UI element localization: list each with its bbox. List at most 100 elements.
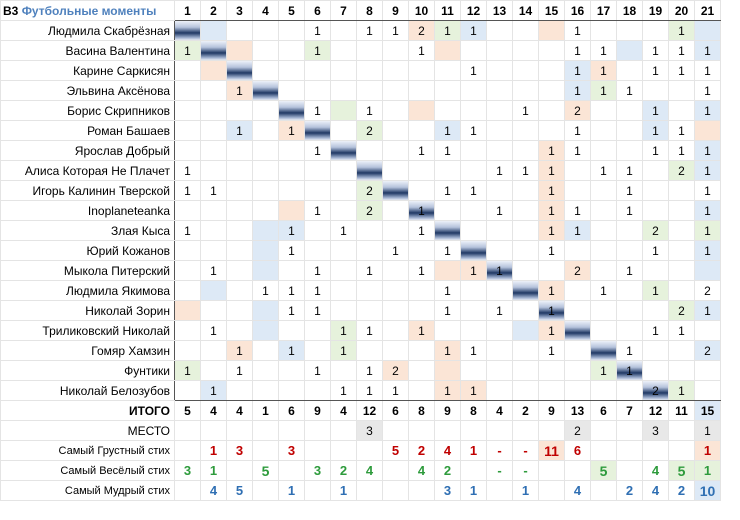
vote-cell — [330, 200, 357, 221]
vote-cell — [616, 140, 643, 161]
vote-cell — [564, 300, 591, 321]
participant-row: Гомяр Хамзин 1 1 1 1 1 1 1 2 — [0, 340, 721, 361]
column-header: 21 — [694, 0, 721, 21]
vote-cell: 1 — [356, 360, 383, 381]
vote-cell: 1 — [226, 360, 253, 381]
vote-cell — [642, 180, 669, 201]
vote-cell — [512, 180, 539, 201]
vote-cell — [668, 200, 695, 221]
happy-cell: 5 — [590, 460, 617, 481]
vote-cell: 1 — [642, 320, 669, 341]
vote-cell: 1 — [642, 40, 669, 61]
happy-cell: 4 — [408, 460, 435, 481]
vote-cell — [330, 140, 357, 161]
vote-cell: 1 — [694, 160, 721, 181]
vote-cell — [668, 280, 695, 301]
vote-cell: 1 — [278, 240, 305, 261]
vote-cell — [330, 20, 357, 41]
vote-cell — [512, 20, 539, 41]
vote-cell — [408, 60, 435, 81]
vote-cell — [616, 380, 643, 401]
vote-cell — [616, 320, 643, 341]
vote-cell — [434, 60, 461, 81]
vote-cell — [278, 320, 305, 341]
wise-cell: 4 — [200, 480, 227, 501]
participant-row: Фунтики 1 1 1 1 2 1 1 — [0, 360, 721, 381]
vote-cell — [278, 80, 305, 101]
sad-cell: 1 — [200, 440, 227, 461]
vote-cell: 1 — [226, 80, 253, 101]
place-cell: 1 — [694, 420, 721, 441]
vote-cell: 1 — [616, 200, 643, 221]
happy-row: Самый Весёлый стих 3 1 5 3 2 4 4 2- -5 4 5 1 — [0, 460, 721, 481]
vote-cell: 1 — [330, 220, 357, 241]
vote-cell — [356, 340, 383, 361]
vote-cell: 2 — [642, 380, 669, 401]
vote-cell: 1 — [278, 340, 305, 361]
vote-cell: 1 — [304, 100, 331, 121]
vote-cell: 1 — [694, 300, 721, 321]
vote-cell — [330, 100, 357, 121]
vote-cell — [252, 340, 279, 361]
vote-cell — [226, 20, 253, 41]
vote-cell: 1 — [668, 380, 695, 401]
vote-cell: 1 — [174, 220, 201, 241]
vote-cell: 1 — [304, 360, 331, 381]
place-cell — [330, 420, 357, 441]
vote-cell — [304, 120, 331, 141]
sad-cell: 3 — [226, 440, 253, 461]
vote-cell: 2 — [356, 180, 383, 201]
vote-cell — [486, 40, 513, 61]
vote-cell — [330, 360, 357, 381]
place-cell — [226, 420, 253, 441]
vote-cell — [616, 240, 643, 261]
participant-name: Николай Белозубов — [0, 380, 175, 401]
place-cell — [512, 420, 539, 441]
place-cell: 3 — [642, 420, 669, 441]
vote-cell: 1 — [694, 80, 721, 101]
vote-cell — [538, 100, 565, 121]
vote-cell — [564, 160, 591, 181]
participant-name: Алиса Которая Не Плачет — [0, 160, 175, 181]
vote-cell — [200, 40, 227, 61]
participant-name: Ярослав Добрый — [0, 140, 175, 161]
place-label: МЕСТО — [0, 420, 175, 441]
vote-cell — [278, 140, 305, 161]
vote-cell — [538, 380, 565, 401]
wise-cell: 4 — [564, 480, 591, 501]
vote-cell — [694, 360, 721, 381]
vote-cell: 1 — [564, 220, 591, 241]
vote-cell — [642, 20, 669, 41]
happy-cell: 4 — [356, 460, 383, 481]
vote-cell: 1 — [304, 140, 331, 161]
vote-cell — [408, 300, 435, 321]
column-header: 7 — [330, 0, 357, 21]
vote-cell: 1 — [200, 260, 227, 281]
vote-cell — [226, 180, 253, 201]
participant-row: Николай Белозубов 1 1 1 1 1 1 2 1 — [0, 380, 721, 401]
participant-name: Мыкола Питерский — [0, 260, 175, 281]
vote-cell — [434, 260, 461, 281]
vote-cell — [200, 360, 227, 381]
vote-cell: 1 — [278, 280, 305, 301]
total-cell: 7 — [616, 400, 643, 421]
vote-cell — [226, 240, 253, 261]
vote-cell — [616, 220, 643, 241]
vote-cell — [226, 300, 253, 321]
vote-cell — [642, 260, 669, 281]
sad-cell: 1 — [460, 440, 487, 461]
column-header: 17 — [590, 0, 617, 21]
vote-cell: 1 — [564, 80, 591, 101]
sad-cell — [174, 440, 201, 461]
sad-cell: 11 — [538, 440, 565, 461]
vote-cell — [252, 320, 279, 341]
vote-cell: 1 — [564, 20, 591, 41]
happy-cell — [616, 460, 643, 481]
vote-cell — [590, 180, 617, 201]
vote-cell: 1 — [668, 320, 695, 341]
column-header: 11 — [434, 0, 461, 21]
wise-cell: 1 — [278, 480, 305, 501]
wise-cell: 2 — [616, 480, 643, 501]
vote-cell: 1 — [408, 320, 435, 341]
participant-row: Борис Скрипников 1 1 1 2 1 1 — [0, 100, 721, 121]
